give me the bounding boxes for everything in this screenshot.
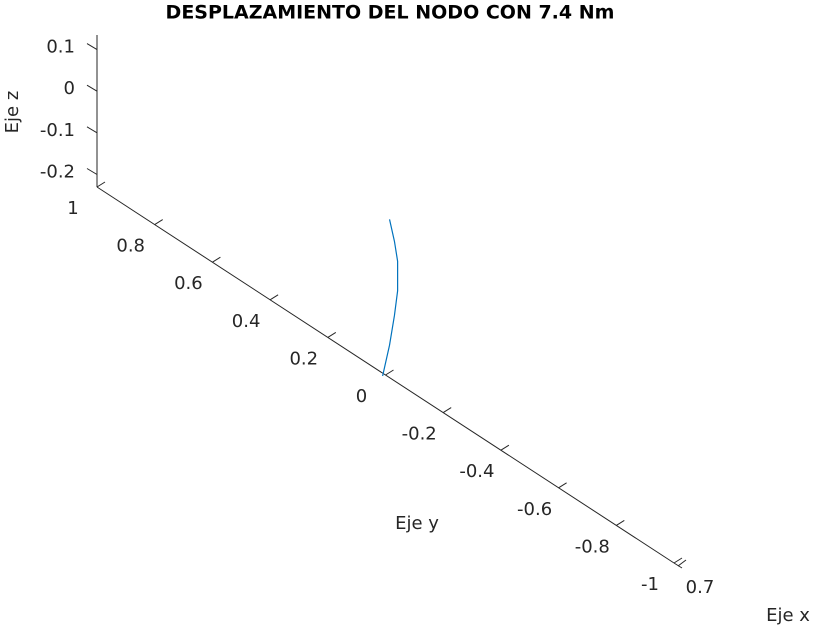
y-tick-label: -1 — [641, 574, 659, 595]
data-line — [382, 219, 399, 377]
y-tick-label: 0.4 — [232, 311, 261, 332]
z-tick-label: 0.1 — [46, 37, 75, 58]
y-tick-label: 0.8 — [116, 236, 145, 257]
z-tick — [86, 43, 98, 51]
x-tick-label: 0.7 — [686, 577, 715, 598]
y-axis-label: Eje y — [395, 513, 439, 534]
y-tick-label: -0.2 — [402, 424, 437, 445]
z-tick — [86, 126, 98, 134]
y-tick — [327, 331, 337, 338]
x-tick — [677, 559, 687, 567]
z-tick-label: 0 — [64, 78, 75, 99]
y-tick — [673, 557, 683, 564]
y-tick-label: 0.2 — [289, 348, 318, 369]
y-tick-label: -0.4 — [459, 461, 494, 482]
y-tick-label: 1 — [67, 198, 78, 219]
y-tick-label: -0.8 — [575, 536, 610, 557]
y-tick-label: 0 — [356, 386, 367, 407]
z-tick-label: -0.2 — [40, 162, 75, 183]
y-tick — [500, 444, 510, 451]
z-axis-label: Eje z — [2, 91, 23, 134]
y-tick — [269, 294, 279, 301]
y-tick — [442, 407, 452, 414]
z-tick-label: -0.1 — [40, 120, 75, 141]
y-tick-label: 0.6 — [174, 273, 203, 294]
y-tick — [154, 219, 163, 226]
y-tick — [558, 482, 567, 489]
chart-title: DESPLAZAMIENTO DEL NODO CON 7.4 Nm — [166, 2, 615, 24]
z-tick — [86, 168, 98, 175]
y-tick — [385, 369, 394, 376]
y-tick — [616, 519, 625, 526]
z-tick — [86, 84, 98, 92]
y-tick — [96, 181, 106, 188]
x-axis-label: Eje x — [766, 605, 810, 626]
y-tick — [212, 256, 221, 263]
y-tick-label: -0.6 — [517, 499, 552, 520]
